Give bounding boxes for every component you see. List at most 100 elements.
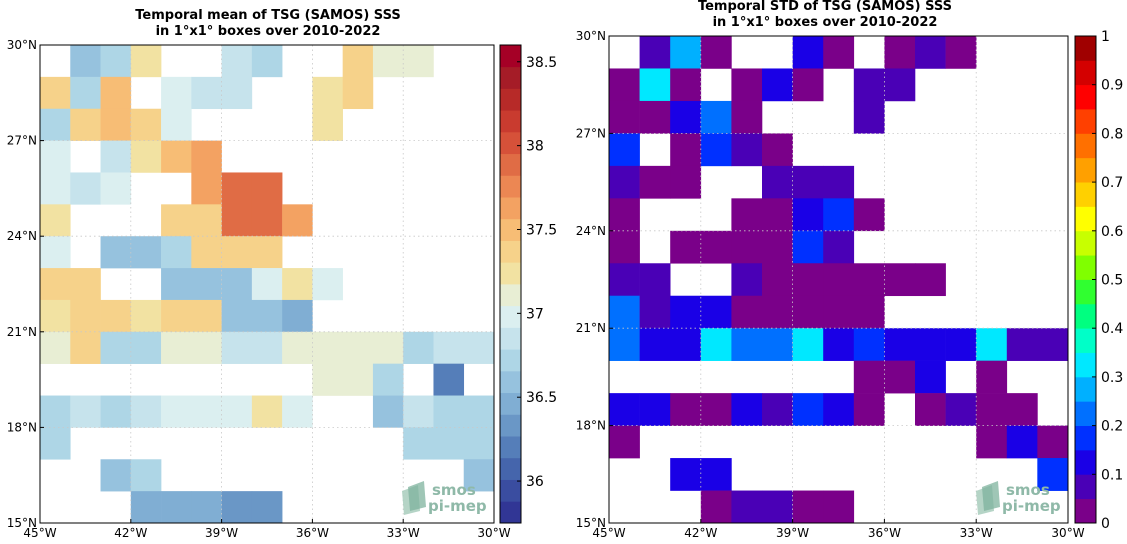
heatmap-cell (792, 165, 824, 199)
heatmap-cell (282, 331, 313, 364)
heatmap-cell (639, 165, 671, 199)
colorbar-tick-label: 1 (1101, 29, 1110, 45)
heatmap-cell (130, 299, 162, 333)
heatmap-cell (792, 393, 824, 426)
heatmap-cell (191, 299, 222, 333)
heatmap-cell (915, 328, 946, 361)
heatmap-cell (700, 295, 732, 329)
heatmap-cell (221, 491, 253, 524)
heatmap-cell (251, 299, 283, 333)
heatmap-cell (463, 331, 495, 364)
heatmap-cell (40, 108, 71, 141)
heatmap-cell (40, 204, 71, 237)
colorbar-tick-label: 38.5 (526, 55, 557, 71)
left-plot-frame (39, 44, 495, 524)
heatmap-cell (433, 363, 465, 396)
heatmap-cell (191, 76, 222, 110)
heatmap-cell (221, 76, 253, 110)
heatmap-cell (1037, 425, 1069, 459)
heatmap-cell (853, 68, 885, 102)
x-tick-label: 33°W (387, 526, 420, 540)
heatmap-cell (639, 295, 671, 329)
heatmap-cell (792, 263, 824, 297)
heatmap-cell (251, 172, 283, 205)
heatmap-cell (976, 360, 1008, 394)
heatmap-cell (433, 395, 465, 428)
heatmap-cell (853, 360, 885, 394)
colorbar-segment (500, 262, 521, 285)
colorbar-tick-label: 0.7 (1101, 175, 1123, 191)
colorbar-segment (1075, 352, 1096, 378)
heatmap-cell (670, 393, 702, 426)
heatmap-cell (433, 331, 465, 364)
x-tick-label: 39°W (776, 526, 809, 540)
heatmap-cell (70, 299, 101, 333)
colorbar-segment (500, 370, 521, 394)
colorbar-segment (500, 284, 521, 307)
heatmap-cell (609, 295, 640, 329)
heatmap-cell (976, 425, 1008, 459)
heatmap-cell (312, 363, 343, 396)
heatmap-cell (762, 198, 793, 232)
heatmap-cell (100, 45, 132, 78)
left-chart-title: Temporal mean of TSG (SAMOS) SSS (135, 8, 400, 23)
heatmap-cell (609, 198, 640, 232)
heatmap-cell (463, 459, 495, 492)
colorbar-segment (500, 45, 521, 68)
y-tick-label: 18°N (576, 419, 606, 433)
colorbar-segment (1075, 279, 1096, 305)
heatmap-cell (609, 263, 640, 297)
heatmap-cell (609, 328, 640, 361)
watermark-leaf-shape (982, 481, 1000, 511)
heatmap-cell (884, 263, 916, 297)
heatmap-cell (161, 331, 192, 364)
heatmap-cell (670, 230, 702, 264)
heatmap-cell (403, 331, 434, 364)
y-tick-label: 27°N (576, 126, 606, 140)
heatmap-cell (823, 165, 855, 199)
heatmap-cell (976, 393, 1008, 426)
colorbar-segment (1075, 376, 1096, 402)
y-tick-label: 27°N (7, 134, 37, 148)
heatmap-cell (731, 198, 763, 232)
heatmap-cell (130, 395, 162, 428)
heatmap-cell (403, 45, 434, 78)
heatmap-cell (372, 395, 404, 428)
heatmap-cell (100, 395, 132, 428)
heatmap-cell (762, 490, 793, 524)
colorbar-segment (500, 131, 521, 155)
colorbar-segment (1075, 230, 1096, 256)
heatmap-cell (40, 268, 71, 301)
x-tick-label: 30°W (1051, 526, 1084, 540)
heatmap-cell (792, 490, 824, 524)
y-tick-label: 21°N (7, 325, 37, 339)
heatmap-cell (731, 230, 763, 264)
heatmap-cell (40, 140, 71, 173)
watermark-text-pimep: pi-mep (1002, 497, 1061, 515)
heatmap-cell (372, 363, 404, 396)
heatmap-cell (130, 459, 162, 492)
heatmap-cell (100, 76, 132, 110)
heatmap-cell (40, 236, 71, 269)
heatmap-cell (463, 395, 495, 428)
heatmap-cell (342, 45, 374, 78)
heatmap-cell (792, 328, 824, 361)
heatmap-cell (639, 100, 671, 134)
heatmap-cell (731, 295, 763, 329)
colorbar-segment (1075, 425, 1096, 451)
heatmap-cell (221, 236, 253, 269)
heatmap-cell (70, 45, 101, 78)
heatmap-cell (221, 204, 253, 237)
heatmap-cell (762, 393, 793, 426)
heatmap-cell (191, 268, 222, 301)
right-heatmap-cells (609, 36, 1069, 524)
heatmap-cell (161, 204, 192, 237)
colorbar-tick-label: 0 (1101, 516, 1110, 532)
heatmap-cell (221, 172, 253, 205)
y-tick-label: 15°N (576, 516, 606, 530)
heatmap-cell (731, 328, 763, 361)
heatmap-cell (762, 230, 793, 264)
heatmap-cell (670, 458, 702, 491)
right-chart-subtitle: in 1°x1° boxes over 2010-2022 (713, 15, 938, 30)
